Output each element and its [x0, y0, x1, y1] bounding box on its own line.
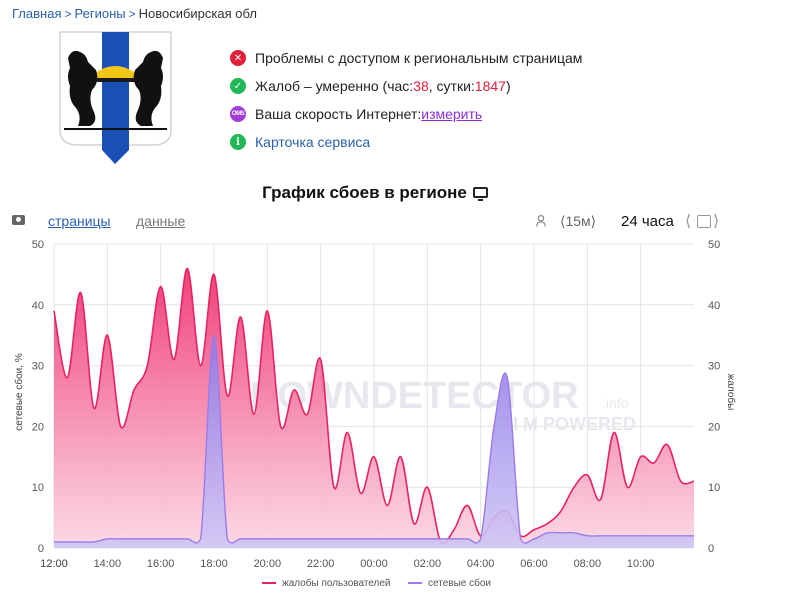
watermark-sub: AI M POWERED	[500, 414, 636, 434]
x-axis: 12:00 14:00 16:00 18:00 20:00 22:00 00:00 02:00…	[40, 558, 654, 570]
chart-series	[53, 267, 695, 548]
measure-speed-link[interactable]: измерить	[421, 106, 483, 122]
y-tick-right: 10	[708, 482, 720, 494]
breadcrumb: Главная > Регионы > Новосибирская обл	[12, 6, 257, 21]
speed-prefix: Ваша скорость Интернет:	[255, 106, 422, 122]
complaints-day-count: 1847	[474, 78, 506, 94]
error-icon: ✕	[230, 50, 246, 66]
x-tick: 12:00	[40, 558, 68, 570]
complaints-hour-count: 38	[413, 78, 429, 94]
x-tick: 10:00	[627, 558, 655, 570]
watermark-brand: DOWNDETECTOR	[250, 375, 579, 417]
x-tick: 04:00	[467, 558, 495, 570]
y-axis-right: 0 10 20 30 40 50	[708, 239, 720, 555]
complaints-mid: , сутки:	[428, 78, 475, 94]
y-tick-right: 20	[708, 421, 720, 433]
status-access-problems: ✕ Проблемы с доступом к региональным стр…	[230, 44, 582, 72]
status-service-card: i Карточка сервиса	[230, 128, 582, 156]
y-tick-right: 40	[708, 300, 720, 312]
chevron-left-icon[interactable]: ⟨	[685, 213, 692, 230]
interval-selector[interactable]: ⟨15м⟩	[560, 213, 597, 229]
x-tick: 16:00	[147, 558, 175, 570]
chart-legend: жалобы пользователей сетевые сбои	[262, 577, 491, 589]
series-outages-area	[54, 335, 694, 548]
check-icon: ✓	[230, 78, 246, 94]
status-list: ✕ Проблемы с доступом к региональным стр…	[230, 44, 582, 156]
y-axis-left-label: сетевые сбои, %	[13, 353, 25, 431]
breadcrumb-home[interactable]: Главная	[12, 6, 62, 21]
x-tick: 12:00	[40, 558, 68, 570]
info-icon: i	[230, 134, 246, 150]
chevron-right-icon: >	[64, 7, 72, 21]
y-tick-left: 0	[38, 543, 44, 555]
status-complaints: ✓ Жалоб – умеренно (час: 38, сутки: 1847…	[230, 72, 582, 100]
x-tick: 20:00	[254, 558, 282, 570]
y-tick-left: 30	[32, 361, 44, 373]
y-tick-left: 50	[32, 239, 44, 251]
status-speed: OMS Ваша скорость Интернет: измерить	[230, 100, 582, 128]
chart-title: График сбоев в регионе	[0, 183, 750, 203]
complaints-prefix: Жалоб – умеренно (час:	[255, 78, 414, 94]
calendar-icon[interactable]	[697, 215, 711, 228]
x-tick: 22:00	[307, 558, 335, 570]
camera-icon[interactable]	[12, 215, 25, 225]
x-tick: 06:00	[520, 558, 548, 570]
chevron-right-icon[interactable]: ⟩	[713, 213, 720, 230]
x-tick: 00:00	[360, 558, 388, 570]
monitor-icon	[472, 187, 488, 201]
legend-complaints-label[interactable]: жалобы пользователей	[282, 577, 391, 589]
chevron-right-icon: >	[128, 7, 136, 21]
y-tick-left: 40	[32, 300, 44, 312]
legend-outages-label[interactable]: сетевые сбои	[428, 577, 491, 589]
x-tick: 02:00	[414, 558, 442, 570]
y-tick-right: 50	[708, 239, 720, 251]
y-tick-left: 20	[32, 421, 44, 433]
coat-of-arms-icon	[59, 31, 172, 165]
tab-data[interactable]: данные	[136, 213, 186, 229]
chart-title-text: График сбоев в регионе	[262, 183, 467, 202]
series-outages-line	[54, 334, 694, 544]
x-tick: 14:00	[94, 558, 122, 570]
access-problems-text: Проблемы с доступом к региональным стран…	[255, 50, 583, 66]
service-card-link[interactable]: Карточка сервиса	[255, 134, 371, 150]
watermark: DOWNDETECTOR .info AI M POWERED	[250, 375, 636, 434]
y-tick-left: 10	[32, 482, 44, 494]
user-icon[interactable]	[536, 215, 546, 227]
watermark-suffix: .info	[602, 395, 629, 411]
speedometer-icon: OMS	[230, 106, 246, 122]
complaints-suffix: )	[505, 78, 511, 94]
y-axis-left: 0 10 20 30 40 50	[32, 239, 44, 555]
outage-chart: DOWNDETECTOR .info AI M POWERED 0 10 20 30 4…	[13, 239, 737, 589]
tab-pages[interactable]: страницы	[48, 213, 111, 229]
breadcrumb-current: Новосибирская обл	[138, 6, 257, 21]
x-tick: 18:00	[200, 558, 228, 570]
series-complaints-line	[53, 267, 695, 545]
y-tick-right: 0	[708, 543, 714, 555]
period-label[interactable]: 24 часа	[621, 213, 674, 230]
y-axis-right-label: жалобы	[725, 374, 737, 411]
x-tick: 08:00	[574, 558, 602, 570]
y-tick-right: 30	[708, 361, 720, 373]
breadcrumb-regions[interactable]: Регионы	[74, 6, 126, 21]
